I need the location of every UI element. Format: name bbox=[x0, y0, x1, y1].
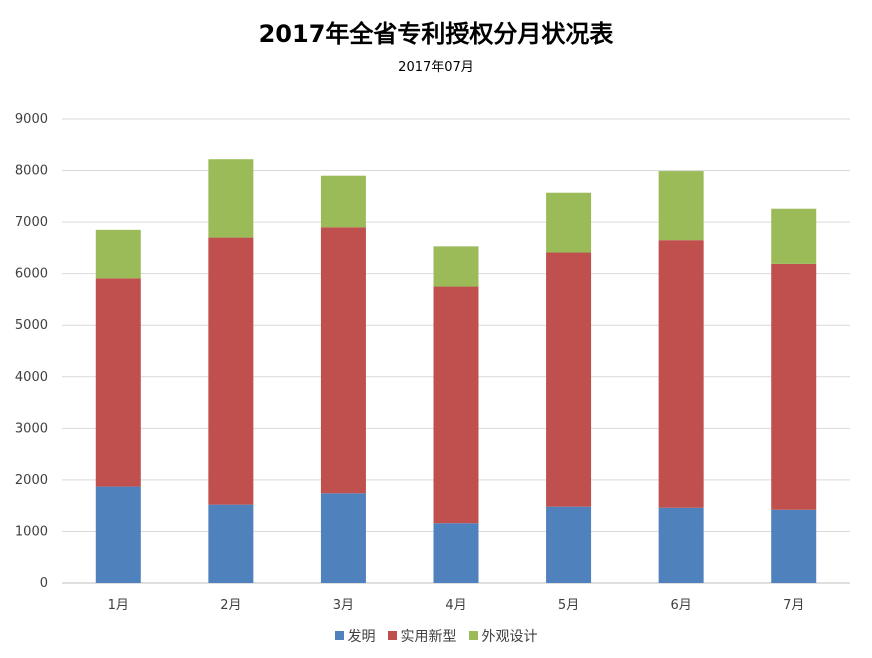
y-tick-label: 8000 bbox=[15, 164, 48, 179]
bar-实用新型 bbox=[320, 227, 366, 494]
x-tick-label: 1月 bbox=[108, 598, 129, 613]
bar-发明 bbox=[433, 523, 479, 583]
chart-subtitle: 2017年07月 bbox=[398, 60, 474, 75]
x-tick-label: 4月 bbox=[445, 598, 466, 613]
y-tick-label: 3000 bbox=[15, 421, 48, 436]
bar-发明 bbox=[208, 504, 254, 583]
bar-发明 bbox=[771, 509, 817, 583]
chart-legend: 发明 实用新型 外观设计 bbox=[0, 626, 872, 646]
y-tick-label: 5000 bbox=[15, 318, 48, 333]
y-tick-label: 6000 bbox=[15, 267, 48, 282]
bar-发明 bbox=[546, 506, 592, 583]
legend-item: 外观设计 bbox=[468, 626, 538, 646]
bar-发明 bbox=[320, 493, 366, 583]
bar-实用新型 bbox=[433, 286, 479, 524]
legend-label: 发明 bbox=[347, 629, 376, 645]
x-tick-label: 5月 bbox=[558, 598, 579, 613]
y-tick-label: 2000 bbox=[15, 473, 48, 488]
legend-swatch bbox=[468, 631, 478, 640]
y-tick-label: 1000 bbox=[15, 524, 48, 539]
legend-label: 实用新型 bbox=[400, 629, 457, 645]
legend-swatch bbox=[334, 631, 344, 640]
legend-label: 外观设计 bbox=[481, 629, 538, 645]
bar-外观设计 bbox=[208, 159, 254, 238]
legend-swatch bbox=[387, 631, 397, 640]
x-tick-label: 6月 bbox=[671, 598, 692, 613]
y-tick-label: 9000 bbox=[15, 112, 48, 127]
bar-实用新型 bbox=[658, 240, 704, 508]
bar-发明 bbox=[95, 486, 141, 583]
bar-外观设计 bbox=[95, 229, 141, 279]
bar-实用新型 bbox=[208, 237, 254, 505]
legend-item: 实用新型 bbox=[387, 626, 457, 646]
y-tick-label: 0 bbox=[40, 576, 48, 591]
bar-发明 bbox=[658, 507, 704, 583]
bar-外观设计 bbox=[546, 192, 592, 253]
x-tick-label: 7月 bbox=[783, 598, 804, 613]
bar-实用新型 bbox=[95, 278, 141, 487]
chart-title: 2017年全省专利授权分月状况表 bbox=[258, 20, 614, 48]
bar-外观设计 bbox=[320, 175, 366, 228]
x-tick-label: 2月 bbox=[220, 598, 241, 613]
bar-实用新型 bbox=[546, 252, 592, 507]
bar-外观设计 bbox=[771, 208, 817, 264]
x-tick-label: 3月 bbox=[333, 598, 354, 613]
bar-外观设计 bbox=[658, 171, 704, 241]
y-tick-label: 4000 bbox=[15, 370, 48, 385]
bar-实用新型 bbox=[771, 263, 817, 510]
stacked-bar-chart: 0 1000 2000 3000 4000 5000 6000 7000 8000 9000 1月 2… bbox=[15, 112, 850, 613]
legend-item: 发明 bbox=[334, 626, 376, 646]
bar-外观设计 bbox=[433, 246, 479, 287]
y-tick-label: 7000 bbox=[15, 215, 48, 230]
